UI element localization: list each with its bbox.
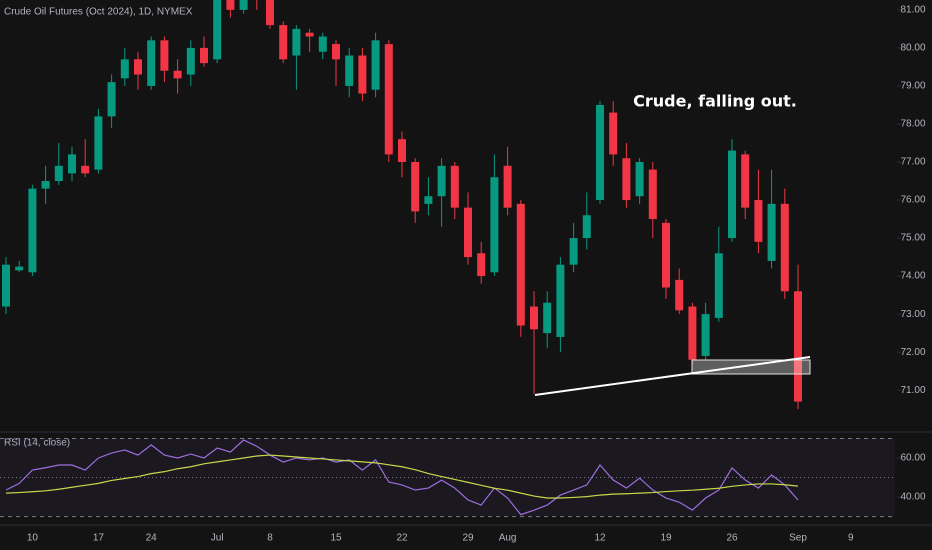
y-tick-label: 72.00: [900, 347, 925, 358]
x-tick-label: 29: [462, 533, 474, 544]
candle-body: [437, 165, 446, 197]
candle-body: [622, 158, 631, 201]
candle-body: [200, 47, 208, 64]
candle-body: [15, 266, 24, 271]
chart-title: Crude Oil Futures (Oct 2024), 1D, NYMEX: [4, 7, 193, 18]
candle-body: [635, 162, 644, 197]
x-tick-label: Sep: [789, 533, 807, 544]
y-tick-label: 73.00: [900, 309, 925, 320]
candle-body: [609, 112, 618, 155]
candle-body: [675, 279, 684, 311]
candle-body: [345, 55, 354, 86]
candle-body: [94, 116, 103, 170]
y-tick-label: 78.00: [900, 119, 925, 130]
y-tick-label: 80.00: [900, 43, 925, 54]
candle-body: [371, 40, 380, 90]
candle-body: [41, 181, 50, 189]
candle-body: [794, 291, 802, 402]
candle-body: [411, 162, 420, 212]
candle-body: [239, 0, 248, 10]
candle-body: [688, 306, 697, 360]
candle-body: [160, 40, 169, 71]
candle-body: [107, 82, 116, 117]
candle-body: [424, 196, 433, 204]
candle-body: [173, 70, 182, 79]
candle-body: [477, 253, 486, 277]
x-tick-label: 12: [594, 533, 606, 544]
candle-body: [68, 154, 76, 174]
candle-body: [147, 40, 156, 86]
x-tick-label: 8: [267, 533, 273, 544]
candle-body: [701, 314, 710, 356]
x-tick-label: Jul: [211, 533, 224, 544]
candle-body: [464, 207, 472, 258]
candle-body: [2, 264, 10, 307]
candle-body: [450, 165, 459, 208]
candle-body: [530, 306, 538, 330]
candle-body: [490, 177, 499, 273]
candle-body: [662, 222, 670, 288]
x-tick-label: 15: [330, 533, 342, 544]
candle-body: [332, 44, 340, 60]
x-tick-label: 9: [848, 533, 854, 544]
candle-body: [279, 25, 288, 60]
candle-body: [741, 154, 750, 208]
y-tick-label: 79.00: [900, 81, 925, 92]
annotation: Crude, falling out.: [633, 92, 797, 111]
candle-body: [54, 165, 63, 182]
candle-body: [384, 44, 393, 155]
candle-body: [120, 59, 129, 79]
y-tick-label: 71.00: [900, 385, 925, 396]
support-box: [691, 359, 811, 375]
candle-body: [186, 47, 195, 75]
candle-body: [226, 0, 235, 10]
rsi-title: RSI (14, close): [4, 438, 70, 449]
y-tick-label: 77.00: [900, 157, 925, 168]
trendline: [534, 356, 811, 396]
candle-body: [318, 36, 327, 52]
candle-body: [213, 0, 222, 60]
x-tick-label: 10: [27, 533, 39, 544]
candle-body: [503, 165, 512, 208]
candle-body: [728, 150, 736, 239]
candle-body: [358, 55, 367, 94]
x-tick-label: Aug: [499, 533, 517, 544]
candle-body: [569, 238, 578, 265]
x-tick-label: 24: [146, 533, 158, 544]
y-tick-label: 40.00: [900, 492, 925, 503]
rsi-line: [5, 454, 799, 499]
candle-body: [556, 264, 565, 337]
candle-body: [28, 188, 37, 273]
candle-body: [714, 253, 723, 318]
x-tick-label: 26: [726, 533, 738, 544]
candle-body: [266, 0, 274, 26]
rsi-line: [5, 439, 799, 516]
candle-body: [516, 203, 525, 326]
candle-body: [134, 59, 142, 75]
x-tick-label: 17: [93, 533, 105, 544]
x-tick-label: 22: [396, 533, 408, 544]
candle-body: [543, 302, 552, 334]
candle-body: [292, 28, 301, 56]
candle-body: [648, 169, 657, 220]
y-tick-label: 60.00: [900, 453, 925, 464]
y-tick-label: 75.00: [900, 233, 925, 244]
candle-body: [582, 215, 591, 239]
candle-body: [398, 139, 406, 162]
y-tick-label: 81.00: [900, 5, 925, 16]
x-tick-label: 19: [660, 533, 672, 544]
candle-body: [767, 203, 776, 261]
candle-body: [305, 32, 314, 37]
candle-body: [596, 104, 604, 201]
candle-body: [754, 200, 763, 242]
y-tick-label: 74.00: [900, 271, 925, 282]
candle-body: [780, 203, 789, 292]
y-tick-label: 76.00: [900, 195, 925, 206]
candle-body: [81, 165, 90, 174]
